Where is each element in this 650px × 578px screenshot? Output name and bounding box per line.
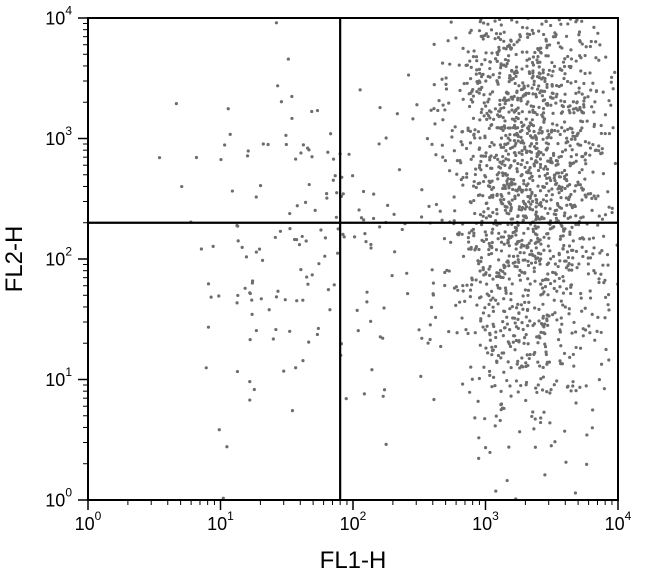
x-axis-label: FL1-H bbox=[320, 547, 387, 574]
y-axis-label: FL2-H bbox=[1, 226, 28, 293]
flow-cytometry-scatter: 100101102103104100101102103104FL1-HFL2-H bbox=[0, 0, 650, 578]
plot-svg: 100101102103104100101102103104FL1-HFL2-H bbox=[0, 0, 650, 578]
